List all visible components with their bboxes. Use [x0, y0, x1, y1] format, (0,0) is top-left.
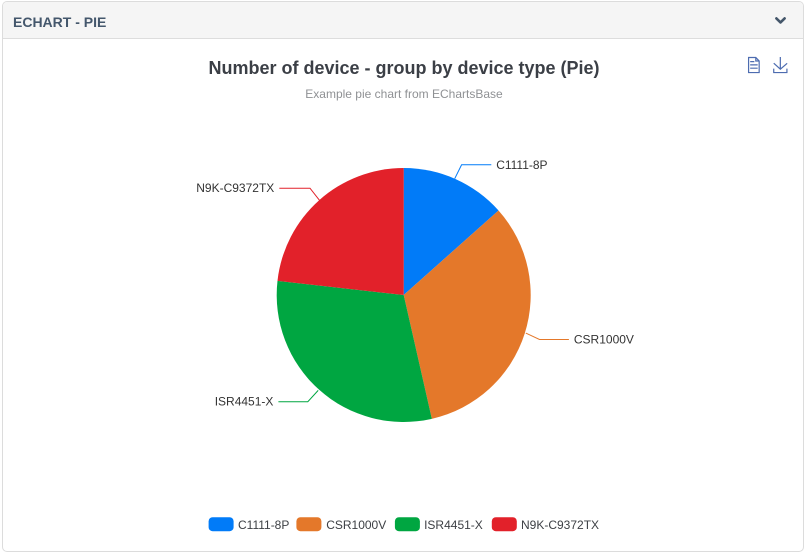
svg-text:ISR4451-X: ISR4451-X	[424, 518, 483, 532]
svg-text:N9K-C9372TX: N9K-C9372TX	[196, 181, 274, 195]
svg-text:Example pie chart from ECharts: Example pie chart from EChartsBase	[305, 87, 503, 101]
svg-text:CSR1000V: CSR1000V	[326, 518, 386, 532]
svg-text:Number of device - group by de: Number of device - group by device type …	[208, 58, 599, 78]
svg-text:CSR1000V: CSR1000V	[574, 332, 634, 346]
svg-text:C1111-8P: C1111-8P	[496, 158, 547, 172]
svg-text:ISR4451-X: ISR4451-X	[215, 395, 274, 409]
svg-text:N9K-C9372TX: N9K-C9372TX	[521, 518, 599, 532]
svg-text:C1111-8P: C1111-8P	[238, 518, 289, 532]
